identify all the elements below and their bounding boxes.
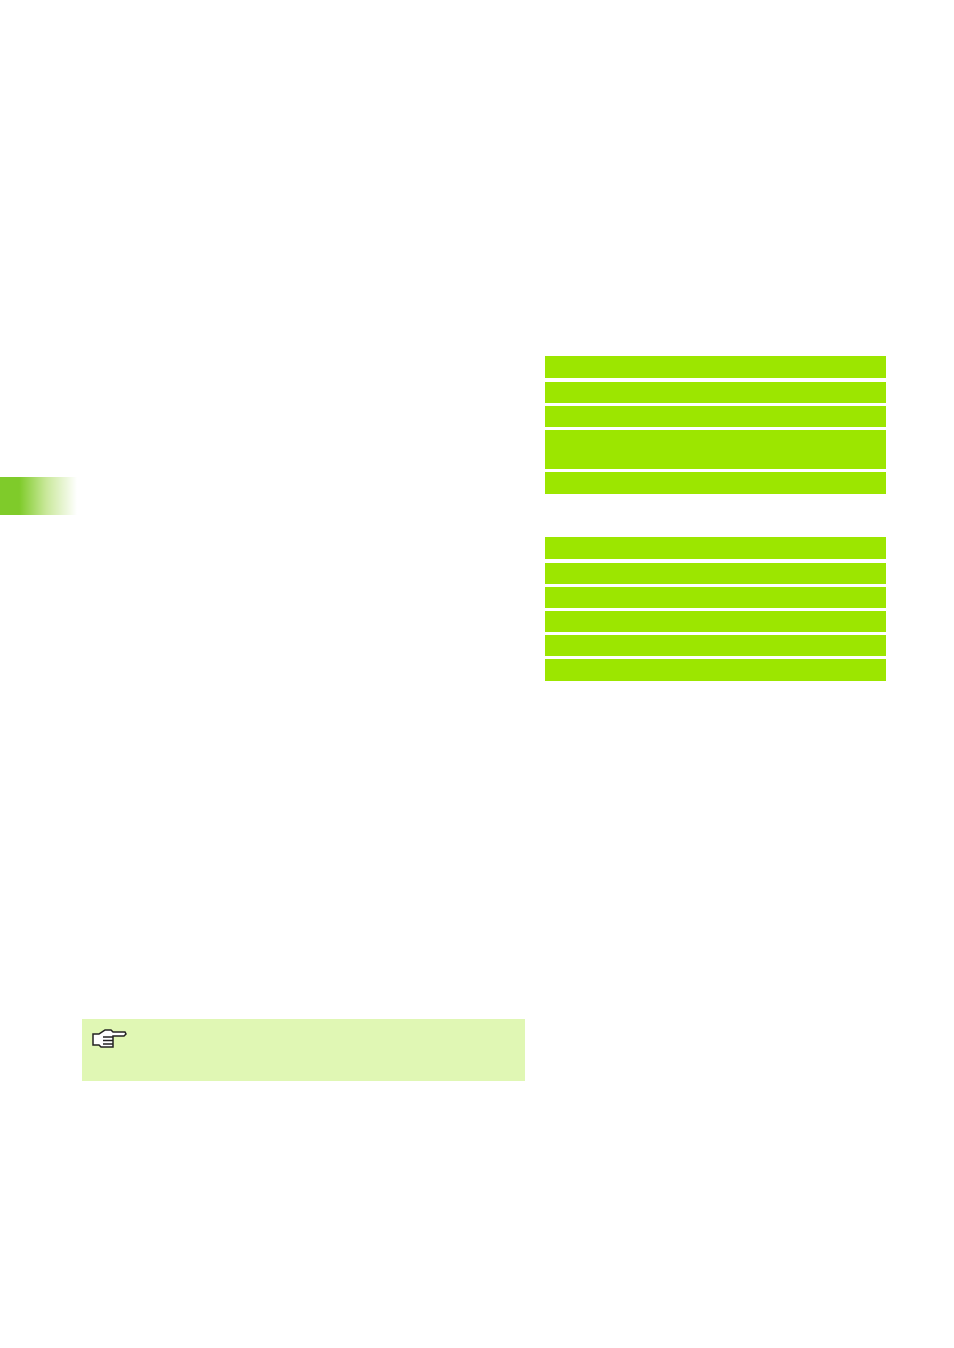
table-row xyxy=(545,611,886,632)
table-row xyxy=(545,382,886,403)
chapter-side-tab xyxy=(0,477,77,515)
table-row xyxy=(545,406,886,427)
table-row xyxy=(545,563,886,584)
table-row xyxy=(545,587,886,608)
table-row xyxy=(545,659,886,681)
pointing-hand-icon xyxy=(92,1029,127,1048)
table-row xyxy=(545,472,886,494)
note-box xyxy=(82,1019,525,1081)
table-row xyxy=(545,430,886,469)
table-row xyxy=(545,537,886,559)
table-row xyxy=(545,635,886,656)
table-row xyxy=(545,356,886,378)
